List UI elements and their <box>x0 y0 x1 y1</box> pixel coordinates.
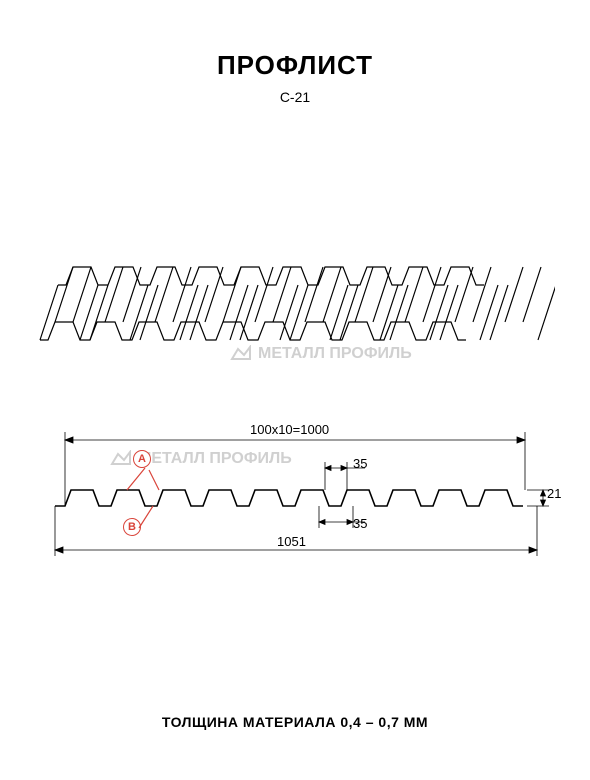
page-subtitle: С-21 <box>0 89 590 105</box>
dim-height: 21 <box>547 486 561 501</box>
marker-a: A <box>133 450 151 468</box>
dim-bottom-span: 1051 <box>277 534 306 549</box>
thickness-text: ТОЛЩИНА МАТЕРИАЛА 0,4 – 0,7 ММ <box>0 714 590 730</box>
isometric-diagram <box>35 210 555 370</box>
marker-b: B <box>123 518 141 536</box>
cross-section-diagram: 100x10=1000 35 35 21 1051 A B <box>25 420 565 570</box>
dim-ridge-top: 35 <box>353 456 367 471</box>
dim-ridge-bottom: 35 <box>353 516 367 531</box>
page-title: ПРОФЛИСТ <box>0 50 590 81</box>
dim-top-span: 100x10=1000 <box>250 422 329 437</box>
